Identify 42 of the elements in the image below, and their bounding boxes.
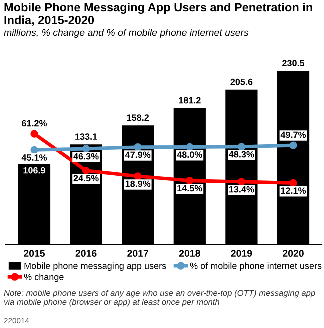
data-label: 49.7% bbox=[280, 132, 306, 138]
point bbox=[238, 143, 246, 151]
chart-title: Mobile Phone Messaging App Users and Penetration in India, 2015-2020 bbox=[4, 3, 312, 26]
x-tick-label: 2015 bbox=[24, 250, 46, 257]
data-label: 18.9% bbox=[126, 180, 151, 188]
data-label: 24.5% bbox=[74, 175, 99, 182]
data-label: 45.1% bbox=[22, 154, 48, 161]
point bbox=[82, 145, 90, 153]
data-label: 14.5% bbox=[178, 185, 202, 192]
data-label: 46.3% bbox=[74, 153, 99, 160]
x-tick-label: 2016 bbox=[76, 250, 97, 257]
point bbox=[290, 142, 298, 150]
point bbox=[186, 177, 194, 185]
data-label: 61.2% bbox=[22, 120, 48, 127]
data-label: 133.1 bbox=[76, 134, 98, 140]
x-tick-label: 2020 bbox=[283, 250, 304, 257]
x-tick-label: 2017 bbox=[128, 250, 148, 257]
x-tick-label: 2018 bbox=[179, 250, 200, 257]
point bbox=[134, 144, 142, 152]
data-label: 48.3% bbox=[229, 151, 254, 158]
data-label: 158.2 bbox=[127, 114, 150, 122]
point bbox=[186, 143, 194, 152]
point bbox=[238, 178, 246, 186]
data-label: 47.9% bbox=[125, 152, 151, 158]
point bbox=[134, 172, 142, 180]
data-label: 13.4% bbox=[229, 186, 254, 193]
legend-label: Mobile phone messaging app users bbox=[24, 262, 166, 272]
data-label: 106.9 bbox=[24, 167, 46, 174]
data-label: 181.2 bbox=[179, 97, 201, 104]
point bbox=[82, 166, 90, 175]
text: Note: mobile phone users of any age who use an over-the-top (OTT) messaging app via mobile phone (browser or app) at least once per month bbox=[4, 290, 316, 307]
chart-subtitle: millions, % change and % of mobile phone internet users bbox=[4, 29, 249, 38]
legend-label: % change bbox=[24, 274, 64, 282]
data-label: 230.5 bbox=[282, 60, 305, 67]
data-label: 12.1% bbox=[281, 188, 306, 194]
data-label: 205.6 bbox=[230, 78, 253, 86]
legend-label: % of mobile phone internet users bbox=[190, 262, 322, 272]
data-label: 48.0% bbox=[177, 152, 202, 158]
point bbox=[30, 130, 38, 138]
x-tick-label: 2019 bbox=[231, 250, 252, 257]
point bbox=[30, 146, 38, 154]
point bbox=[290, 179, 298, 188]
